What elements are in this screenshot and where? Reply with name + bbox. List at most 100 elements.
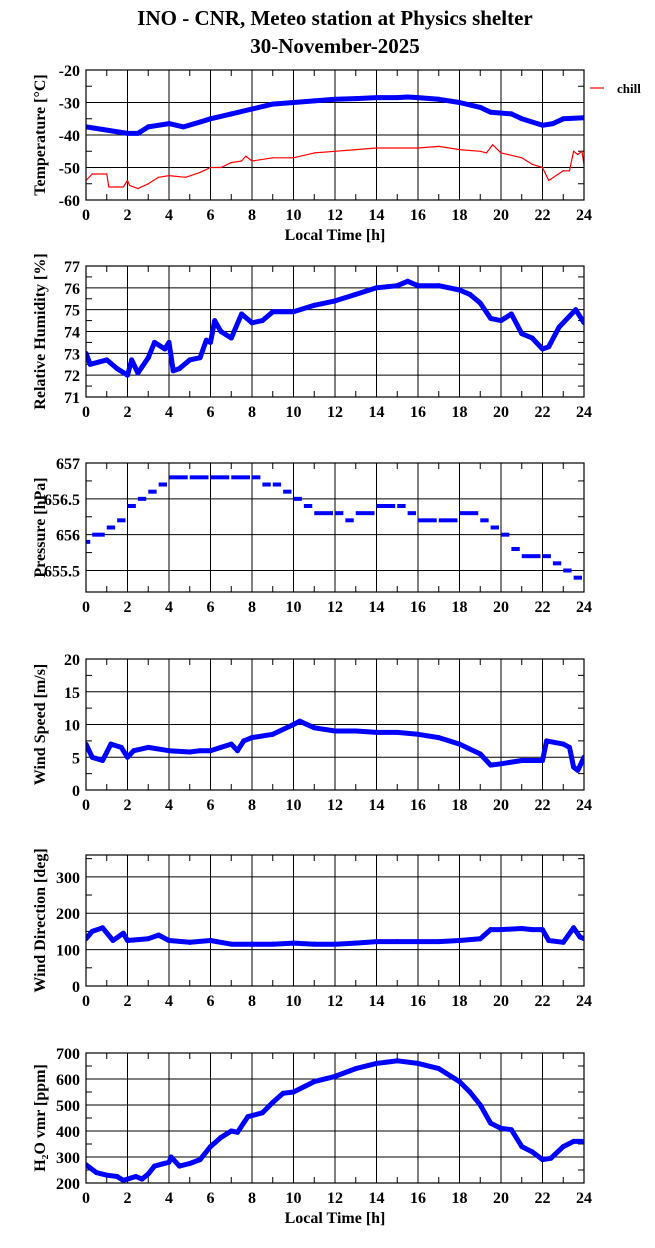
data-point	[218, 744, 224, 750]
y-tick-label: 73	[64, 346, 80, 363]
data-point	[114, 366, 120, 372]
data-point	[332, 96, 338, 102]
x-tick-label: 0	[82, 599, 90, 616]
data-point	[488, 1120, 494, 1126]
data-point	[87, 361, 93, 367]
data-point	[438, 145, 440, 147]
series-chill	[86, 144, 584, 190]
data-point	[477, 936, 483, 942]
data-point	[540, 122, 545, 128]
y-axis-label: Relative Humidity [%]	[32, 253, 49, 409]
data-point	[228, 111, 234, 117]
data-point	[228, 335, 234, 341]
data-point	[125, 754, 130, 760]
data-point	[311, 725, 317, 731]
y-tick-label: -20	[59, 63, 80, 80]
x-tick-label: 22	[535, 207, 551, 224]
data-point	[563, 568, 572, 573]
x-tick-label: 10	[286, 207, 302, 224]
data-point	[291, 1089, 296, 1095]
x-tick-label: 6	[207, 797, 215, 814]
data-point	[355, 511, 375, 516]
data-point	[168, 175, 170, 177]
x-tick-label: 22	[535, 797, 551, 814]
data-point	[560, 116, 566, 122]
panel-h2o-vmr: 0 2 4 6 8 10 12 14 16 18 20 22 24200300400500600700H…	[32, 1046, 592, 1227]
data-point	[86, 1162, 89, 1168]
x-tick-label: 10	[286, 599, 302, 616]
data-point	[270, 731, 276, 737]
data-point	[581, 150, 583, 152]
data-point	[176, 366, 182, 372]
data-point	[581, 115, 584, 121]
x-tick-label: 4	[165, 599, 173, 616]
data-point	[488, 315, 494, 321]
data-point	[158, 176, 160, 178]
data-point	[501, 532, 510, 537]
data-point	[477, 300, 483, 306]
data-point	[405, 278, 411, 284]
data-point	[129, 357, 135, 363]
data-point	[270, 101, 276, 107]
x-tick-label: 0	[82, 797, 90, 814]
data-point	[566, 744, 572, 750]
data-point	[291, 722, 296, 727]
data-point	[251, 160, 253, 162]
data-point	[394, 939, 400, 945]
data-point	[415, 283, 421, 289]
data-point	[345, 518, 354, 523]
x-tick-label: 18	[452, 207, 468, 224]
x-tick-label: 4	[165, 993, 173, 1010]
y-tick-label: 200	[56, 1176, 80, 1193]
data-point	[531, 163, 533, 165]
x-tick-label: 8	[248, 599, 256, 616]
data-point	[208, 748, 213, 754]
x-tick-label: 18	[452, 993, 468, 1010]
data-point	[436, 735, 442, 741]
data-point	[546, 938, 552, 944]
data-point	[560, 741, 566, 747]
data-point	[249, 941, 255, 947]
data-point	[228, 941, 234, 947]
x-tick-label: 6	[207, 599, 215, 616]
x-tick-label: 16	[410, 797, 426, 814]
x-tick-label: 2	[124, 207, 132, 224]
data-point	[86, 124, 89, 130]
y-tick-label: 600	[56, 1072, 80, 1089]
x-tick-label: 24	[576, 207, 592, 224]
series-h2o-vmr	[86, 1058, 584, 1183]
data-point	[477, 751, 483, 757]
data-point	[212, 318, 218, 324]
data-point	[418, 518, 437, 523]
series-humidity	[86, 278, 584, 378]
y-tick-label: -60	[59, 193, 80, 210]
x-tick-label: 2	[124, 404, 132, 421]
y-axis-label: Wind Direction [deg]	[32, 848, 49, 992]
data-point	[187, 357, 193, 363]
data-point	[118, 744, 124, 750]
y-axis-label: H₂O vmr [ppm]	[32, 1064, 49, 1172]
data-point	[270, 309, 276, 315]
data-point	[311, 302, 317, 308]
x-tick-label: 12	[327, 1190, 343, 1207]
x-tick-label: 16	[410, 404, 426, 421]
data-point	[542, 554, 551, 559]
y-tick-label: -50	[59, 161, 80, 178]
data-point	[552, 561, 562, 566]
x-tick-label: 24	[576, 599, 592, 616]
plot-frame	[85, 69, 585, 201]
x-tick-label: 14	[369, 797, 385, 814]
x-tick-label: 2	[124, 599, 132, 616]
y-tick-label: 5	[72, 750, 80, 767]
panel-temperature: 0 2 4 6 8 10 12 14 16 18 20 22 24-60-50-40-30-20Temp…	[32, 63, 641, 244]
data-point	[566, 313, 572, 319]
x-tick-label: 12	[327, 404, 343, 421]
data-point	[498, 761, 504, 767]
plot-frame	[85, 462, 585, 593]
data-point	[131, 748, 137, 754]
data-point	[577, 153, 579, 156]
data-point	[114, 1174, 120, 1179]
data-point	[249, 735, 255, 741]
data-point	[540, 927, 545, 933]
